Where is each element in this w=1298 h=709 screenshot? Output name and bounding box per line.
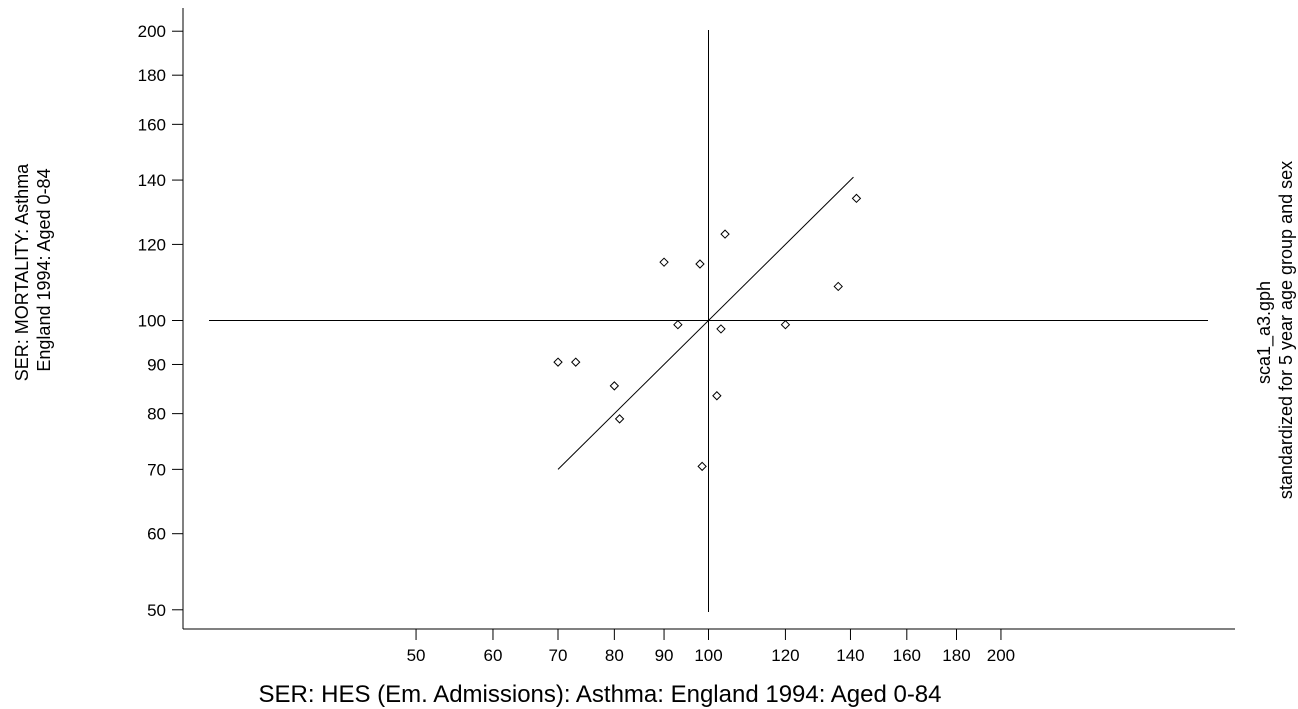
y-axis: 50 60 70 80 90 100 120 140 160 180 200 bbox=[138, 8, 184, 629]
data-point bbox=[571, 357, 581, 367]
x-tick-label: 200 bbox=[987, 646, 1015, 665]
x-axis-label: SER: HES (Em. Admissions): Asthma: Engla… bbox=[258, 681, 941, 708]
y-tick-label: 180 bbox=[138, 66, 166, 85]
data-point bbox=[695, 259, 705, 269]
data-point bbox=[614, 414, 625, 424]
data-point bbox=[697, 461, 707, 472]
data-point bbox=[609, 381, 620, 391]
x-tick-label: 100 bbox=[694, 646, 722, 665]
y-tick-label: 90 bbox=[147, 355, 166, 374]
data-point bbox=[720, 229, 730, 239]
data-point bbox=[712, 391, 722, 401]
x-tick-label: 80 bbox=[605, 646, 624, 665]
x-tick-label: 180 bbox=[942, 646, 970, 665]
y-axis-label: SER: MORTALITY: Asthma England 1994: Age… bbox=[12, 159, 54, 381]
x-tick-label: 50 bbox=[407, 646, 426, 665]
data-point bbox=[659, 257, 669, 267]
x-tick-label: 70 bbox=[549, 646, 568, 665]
x-tick-label: 140 bbox=[836, 646, 864, 665]
y-tick-label: 160 bbox=[138, 115, 166, 134]
graph-standardization-note: standardized for 5 year age group and se… bbox=[1276, 161, 1296, 499]
data-point bbox=[851, 193, 862, 204]
data-point bbox=[833, 281, 843, 292]
fit-line-group bbox=[557, 176, 854, 470]
data-point bbox=[673, 319, 683, 330]
data-point bbox=[553, 357, 563, 367]
y-tick-label: 100 bbox=[138, 312, 166, 331]
y-axis-label-line-1: SER: MORTALITY: Asthma bbox=[12, 163, 32, 381]
data-point bbox=[780, 319, 791, 330]
y-tick-label: 50 bbox=[147, 601, 166, 620]
data-points bbox=[553, 193, 862, 472]
y-axis-label-line-2: England 1994: Aged 0-84 bbox=[34, 168, 54, 371]
x-tick-label: 60 bbox=[484, 646, 503, 665]
x-tick-label: 160 bbox=[893, 646, 921, 665]
data-point bbox=[716, 324, 726, 334]
y-tick-label: 60 bbox=[147, 525, 166, 544]
y-tick-label: 140 bbox=[138, 171, 166, 190]
x-axis: 50 60 70 80 90 100 120 140 160 180 200 bbox=[183, 628, 1235, 665]
y-tick-label: 70 bbox=[147, 460, 166, 479]
graph-caption: sca1_a3.gph standardized for 5 year age … bbox=[1254, 161, 1296, 499]
y-tick-label: 200 bbox=[138, 22, 166, 41]
graph-filename: sca1_a3.gph bbox=[1254, 281, 1275, 384]
x-tick-label: 120 bbox=[771, 646, 799, 665]
y-tick-label: 120 bbox=[138, 235, 166, 254]
fit-line bbox=[557, 176, 854, 470]
y-tick-label: 80 bbox=[147, 405, 166, 424]
x-tick-label: 90 bbox=[655, 646, 674, 665]
